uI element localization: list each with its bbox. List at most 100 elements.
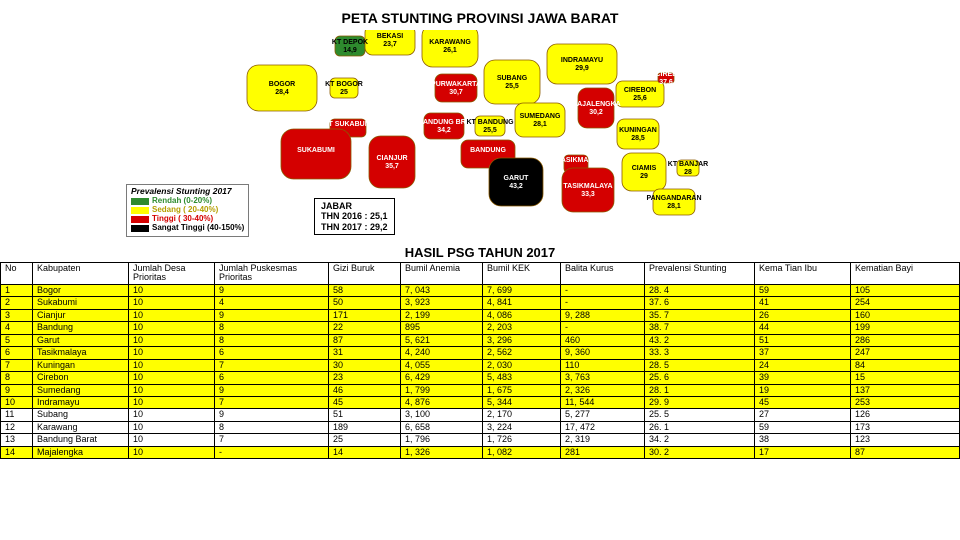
table-cell: 189 [329, 421, 401, 433]
table-row: 7Kuningan107304, 0552, 03011028. 52484 [1, 359, 960, 371]
table-header-cell: Bumil KEK [483, 263, 561, 285]
table-cell: 51 [329, 409, 401, 421]
page-title: PETA STUNTING PROVINSI JAWA BARAT [0, 0, 960, 30]
table-cell: 2, 319 [561, 434, 645, 446]
table-cell: 10 [129, 396, 215, 408]
legend-title: Prevalensi Stunting 2017 [131, 187, 244, 196]
table-cell: 87 [851, 446, 960, 458]
table-header-cell: Kabupaten [33, 263, 129, 285]
table-cell: 2, 562 [483, 347, 561, 359]
table-cell: 46 [329, 384, 401, 396]
table-cell: 281 [561, 446, 645, 458]
table-cell: 895 [401, 322, 483, 334]
table-cell: 9, 288 [561, 309, 645, 321]
map-region [578, 88, 614, 128]
table-row: 10Indramayu107454, 8765, 34411, 54429. 9… [1, 396, 960, 408]
table-cell: 10 [129, 434, 215, 446]
table-cell: 23 [329, 372, 401, 384]
table-cell: 28. 1 [645, 384, 755, 396]
table-header-row: NoKabupatenJumlah Desa PrioritasJumlah P… [1, 263, 960, 285]
table-cell: Majalengka [33, 446, 129, 458]
table-cell: 9 [215, 309, 329, 321]
table-cell: 137 [851, 384, 960, 396]
table-cell: 41 [755, 297, 851, 309]
table-cell: 10 [129, 322, 215, 334]
table-cell: 9, 360 [561, 347, 645, 359]
table-cell: 5, 621 [401, 334, 483, 346]
table-cell: 3, 100 [401, 409, 483, 421]
map-region [489, 158, 543, 206]
table-cell: 7 [215, 359, 329, 371]
table-cell: 15 [851, 372, 960, 384]
table-cell: 14 [1, 446, 33, 458]
table-cell: Garut [33, 334, 129, 346]
table-cell: 8 [215, 421, 329, 433]
table-cell: 1, 799 [401, 384, 483, 396]
table-cell: 12 [1, 421, 33, 433]
table-cell: Bandung [33, 322, 129, 334]
table-cell: 11, 544 [561, 396, 645, 408]
table-cell: 26. 1 [645, 421, 755, 433]
table-cell: 17 [755, 446, 851, 458]
table-cell: 10 [129, 347, 215, 359]
map-container: KT DEPOK14,9BEKASI23,7KARAWANG26,1BOGOR2… [0, 30, 960, 242]
table-row: 14Majalengka10-141, 3261, 08228130. 2178… [1, 446, 960, 458]
table-header-cell: Gizi Buruk [329, 263, 401, 285]
legend: Prevalensi Stunting 2017 Rendah (0-20%)S… [126, 184, 249, 237]
legend-row: Sangat Tinggi (40-150%) [131, 224, 244, 233]
table-cell: 10 [129, 421, 215, 433]
map-region [424, 113, 464, 139]
table-row: 8Cirebon106236, 4295, 4833, 76325. 63915 [1, 372, 960, 384]
table-cell: 7, 043 [401, 285, 483, 297]
table-cell: 50 [329, 297, 401, 309]
table-cell: 87 [329, 334, 401, 346]
table-cell: 5, 344 [483, 396, 561, 408]
table-cell: 9 [215, 285, 329, 297]
legend-label: Sangat Tinggi (40-150%) [152, 224, 244, 233]
table-row: 12Karawang1081896, 6583, 22417, 47226. 1… [1, 421, 960, 433]
legend-swatch [131, 198, 149, 205]
table-cell: 1, 082 [483, 446, 561, 458]
table-cell: 460 [561, 334, 645, 346]
map-region [335, 36, 365, 56]
legend-swatch [131, 207, 149, 214]
map-region [247, 65, 317, 111]
table-cell: 9 [1, 384, 33, 396]
table-cell: - [561, 285, 645, 297]
table-cell: 25 [329, 434, 401, 446]
table-cell: 254 [851, 297, 960, 309]
table-cell: 38. 7 [645, 322, 755, 334]
table-row: 4Bandung108228952, 203-38. 744199 [1, 322, 960, 334]
table-cell: 3, 923 [401, 297, 483, 309]
table-cell: 247 [851, 347, 960, 359]
table-cell: Bandung Barat [33, 434, 129, 446]
table-row: 9Sumedang109461, 7991, 6752, 32628. 1191… [1, 384, 960, 396]
map-region [281, 129, 351, 179]
map-region [422, 30, 478, 67]
table-row: 13Bandung Barat107251, 7961, 7262, 31934… [1, 434, 960, 446]
table-cell: 33. 3 [645, 347, 755, 359]
map-region [616, 81, 664, 107]
table-cell: 110 [561, 359, 645, 371]
table-cell: 10 [129, 297, 215, 309]
table-cell: 39 [755, 372, 851, 384]
year-box-l2: THN 2016 : 25,1 [321, 211, 388, 221]
table-header-cell: Prevalensi Stunting [645, 263, 755, 285]
table-title: HASIL PSG TAHUN 2017 [0, 242, 960, 262]
table-cell: 10 [129, 446, 215, 458]
table-cell: 25. 5 [645, 409, 755, 421]
table-cell: 1, 726 [483, 434, 561, 446]
table-cell: 29. 9 [645, 396, 755, 408]
table-cell: Karawang [33, 421, 129, 433]
table-header-cell: Bumil Anemia [401, 263, 483, 285]
table-cell: 6, 429 [401, 372, 483, 384]
table-cell: 10 [1, 396, 33, 408]
map-region [677, 160, 699, 176]
table-cell: 5, 277 [561, 409, 645, 421]
map-region [658, 73, 674, 83]
table-cell: 10 [129, 409, 215, 421]
table-cell: 7, 699 [483, 285, 561, 297]
table-cell: 43. 2 [645, 334, 755, 346]
map-region [562, 168, 614, 212]
table-cell: 8 [1, 372, 33, 384]
